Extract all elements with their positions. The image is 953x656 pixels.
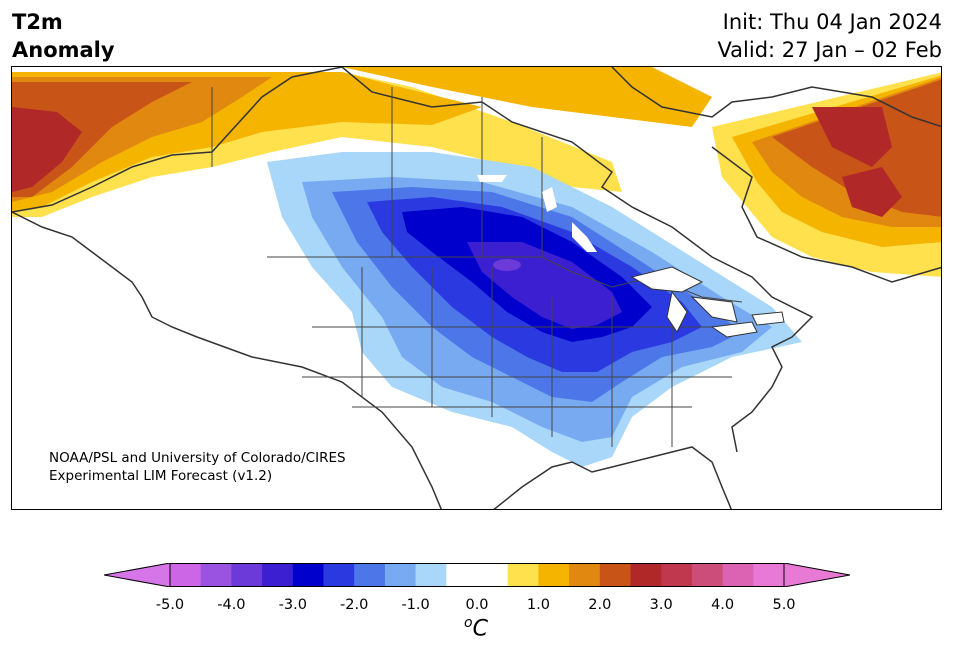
warm-region-gold-north (342, 67, 712, 127)
colorbar-segment (384, 563, 417, 587)
colorbar-segment (538, 563, 570, 587)
colorbar-segment (569, 563, 601, 587)
colorbar-tick-label: 4.0 (711, 597, 735, 613)
colorbar-tick-label: -5.0 (155, 597, 185, 613)
colorbar-segment (262, 563, 294, 587)
colorbar-extend-low (104, 563, 171, 587)
colorbar-tick-label: 3.0 (649, 597, 673, 613)
colorbar (104, 563, 850, 587)
colorbar-segment (507, 563, 539, 587)
colorbar-segment (691, 563, 724, 587)
colorbar-segment (630, 563, 662, 587)
colorbar-frame (169, 563, 785, 587)
warm-region-red-east (812, 107, 892, 167)
anomaly-map (11, 66, 942, 510)
colorbar-segment (661, 563, 693, 587)
colorbar-segment (722, 563, 754, 587)
init-date: Init: Thu 04 Jan 2024 (722, 10, 942, 34)
map-title: T2m Anomaly (12, 8, 115, 64)
warm-region-red-labrador (842, 167, 902, 217)
colorbar-segment (599, 563, 631, 587)
title-line1: T2m (12, 10, 63, 34)
colorbar-unit: oC (464, 615, 488, 641)
credit-line1: NOAA/PSL and University of Colorado/CIRE… (49, 450, 346, 466)
colorbar-tick-label: -1.0 (401, 597, 430, 613)
credit-text: NOAA/PSL and University of Colorado/CIRE… (49, 449, 346, 485)
warm-region-darkorange-west (12, 82, 192, 197)
title-line2: Anomaly (12, 38, 115, 62)
valid-range: Valid: 27 Jan – 02 Feb (717, 38, 942, 62)
colorbar-tick-label: 1.0 (526, 597, 550, 613)
colorbar-segment (446, 563, 478, 587)
colorbar-segment (415, 563, 447, 587)
colorbar-segment (354, 563, 386, 587)
colorbar-segment (753, 563, 785, 587)
coastlines (12, 67, 941, 509)
warm-region-red-west (12, 107, 82, 192)
colorbar-extend-high (783, 563, 850, 587)
great-lakes (630, 266, 785, 338)
colorbar-tick-label: 2.0 (588, 597, 612, 613)
colorbar-segment (170, 563, 202, 587)
unit-degree: o (464, 615, 473, 631)
colorbar-tick-label: -4.0 (217, 597, 246, 613)
forecast-info: Init: Thu 04 Jan 2024 Valid: 27 Jan – 02… (717, 8, 942, 64)
colorbar-segment (200, 563, 232, 587)
colorbar-segment (477, 563, 509, 587)
colorbar-tick-label: -2.0 (340, 597, 369, 613)
colorbar-segment (323, 563, 355, 587)
manitoba-lakes (477, 175, 597, 252)
colorbar-tick-label: 5.0 (772, 597, 796, 613)
map-canvas (12, 67, 941, 509)
colorbar-tick-label: 0.0 (465, 597, 489, 613)
colorbar-segment (292, 563, 324, 587)
unit-celsius: C (472, 616, 488, 642)
credit-line2: Experimental LIM Forecast (v1.2) (49, 468, 273, 484)
colorbar-tick-label: -3.0 (278, 597, 307, 613)
cold-core (493, 259, 521, 271)
colorbar-segment (231, 563, 263, 587)
